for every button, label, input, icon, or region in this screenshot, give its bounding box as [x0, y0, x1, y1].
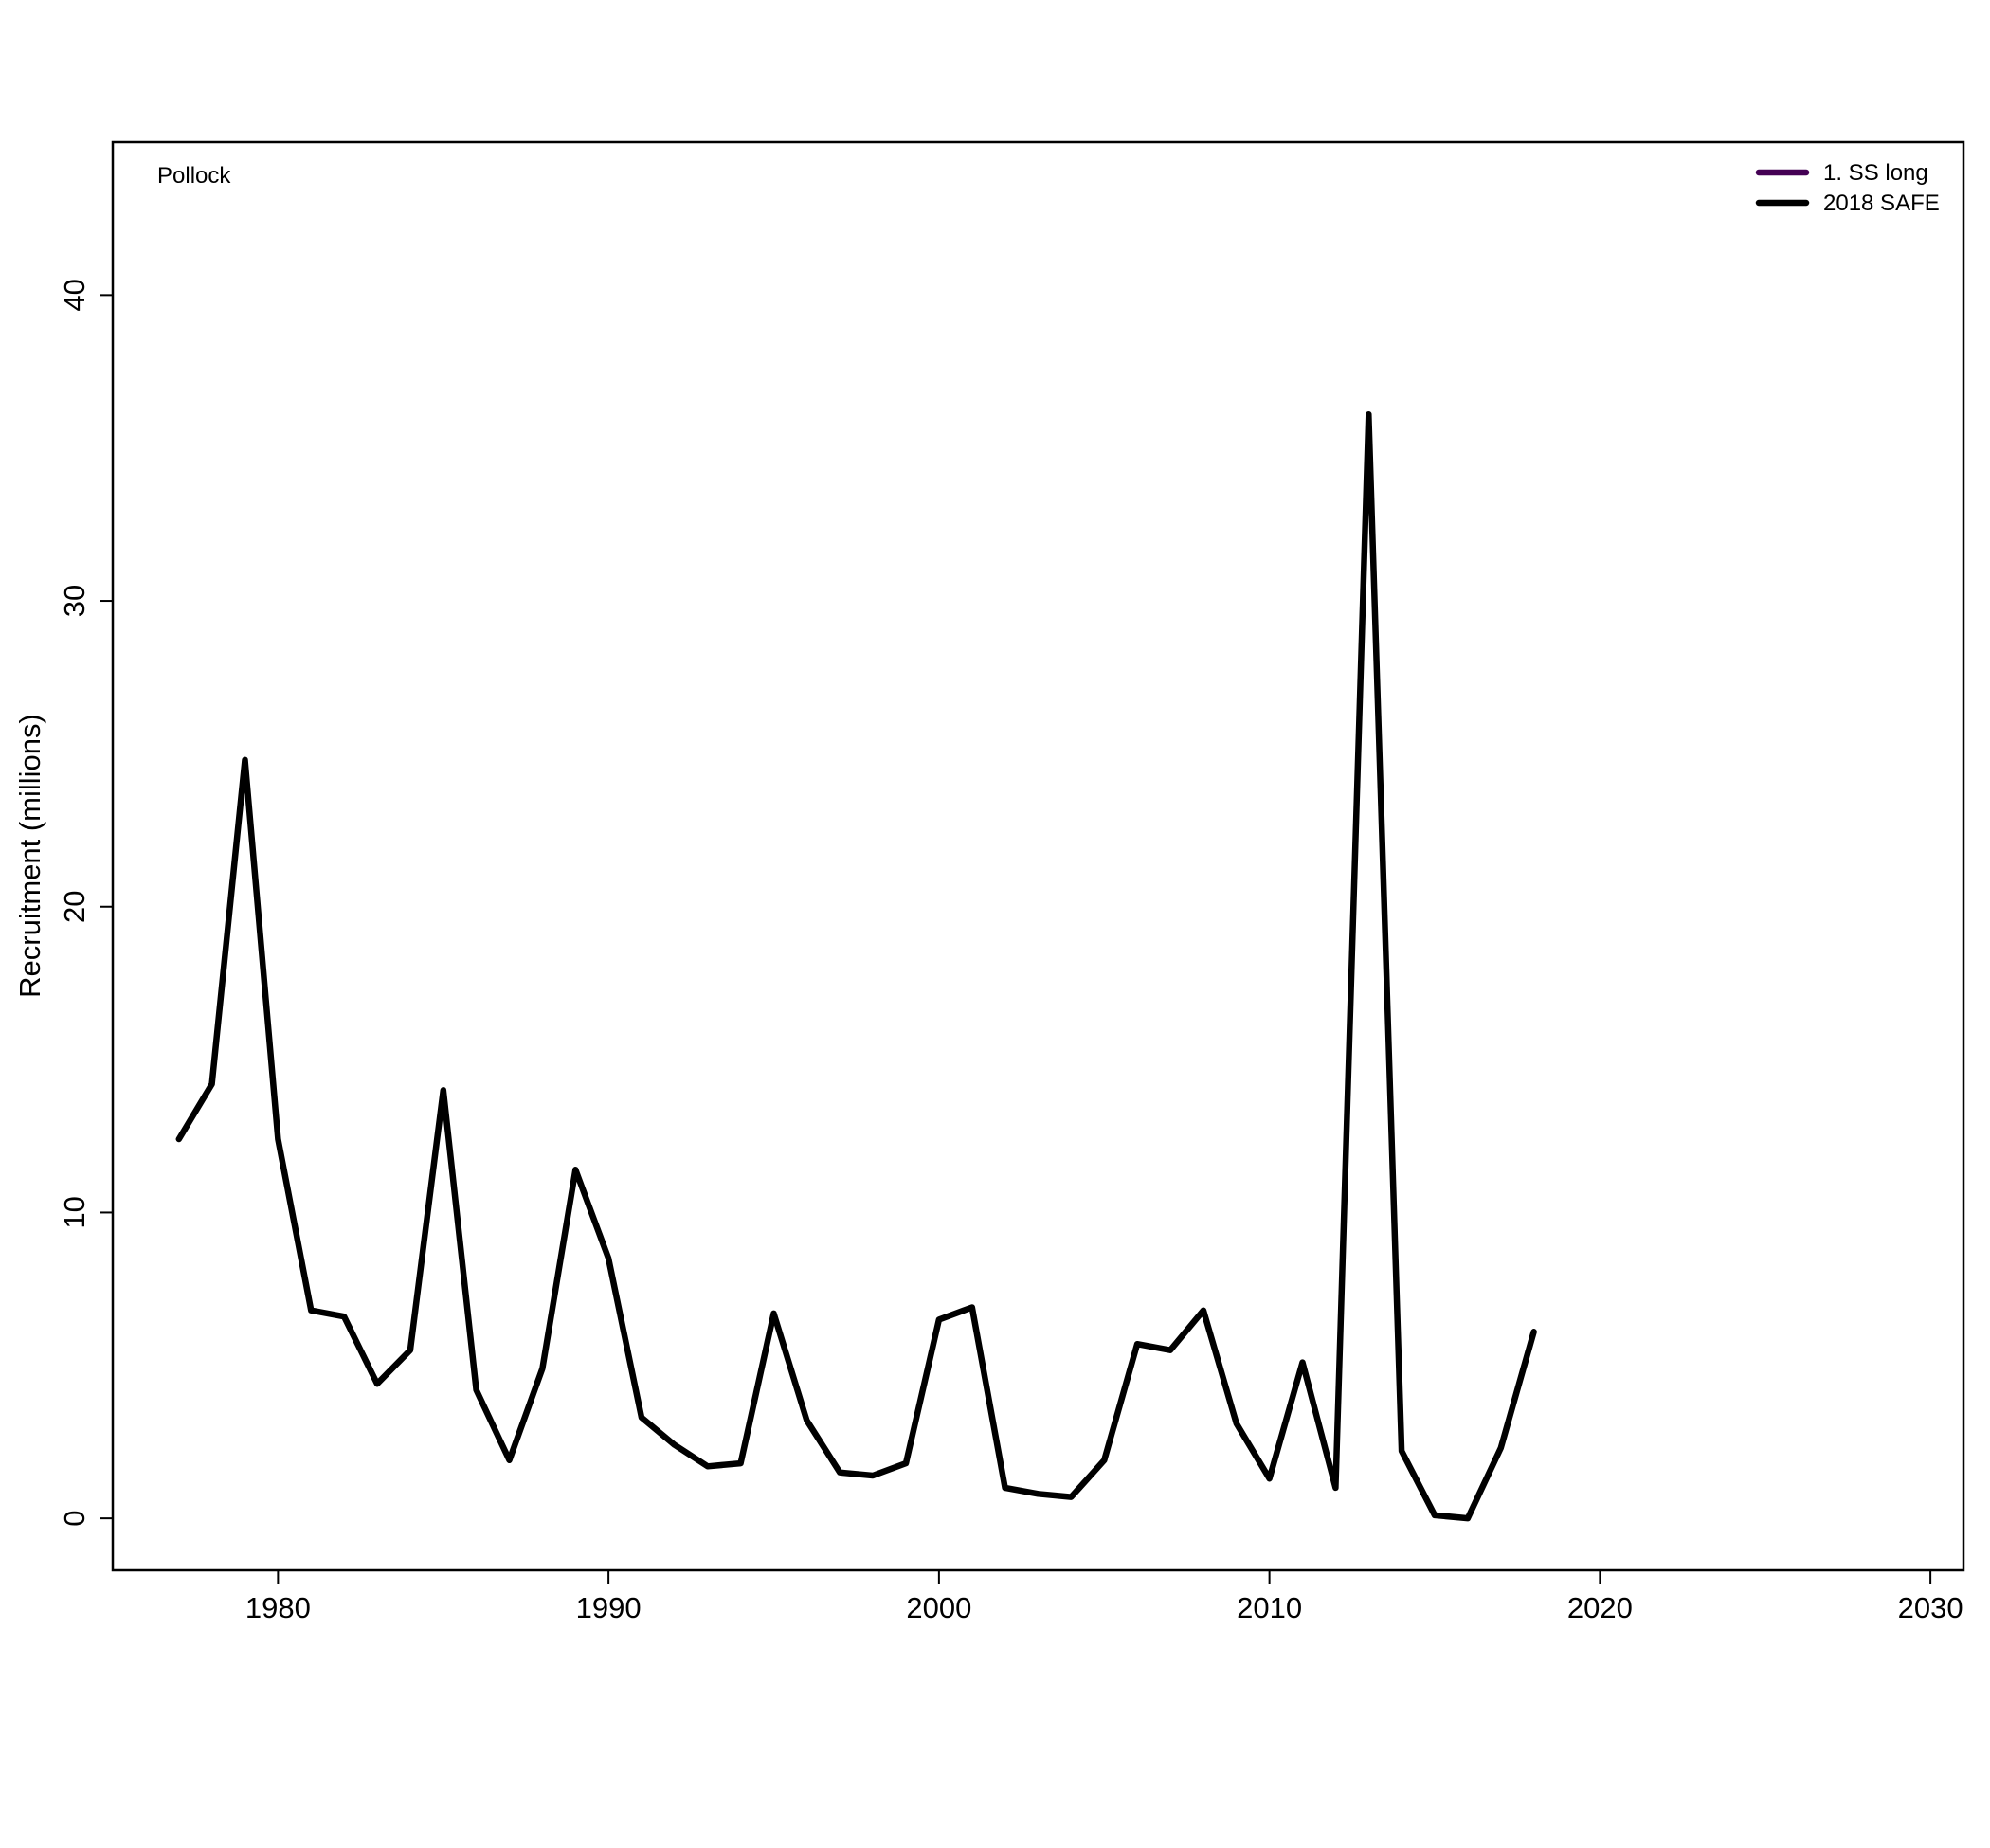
x-tick-label: 2010 [1237, 1591, 1302, 1624]
legend: 1. SS long 2018 SAFE [1755, 160, 1940, 216]
x-tick-label: 2000 [906, 1591, 971, 1624]
y-axis-label: Recruitment (millions) [13, 714, 46, 998]
y-tick-label: 10 [58, 1196, 91, 1228]
x-axis: 1980 1990 2000 2010 2020 2030 [245, 1569, 1963, 1624]
series-layer [175, 410, 1537, 1522]
x-tick-label: 1980 [245, 1591, 311, 1624]
y-tick-label: 20 [58, 891, 91, 923]
x-tick-label: 2020 [1567, 1591, 1633, 1624]
y-tick-label: 40 [58, 279, 91, 311]
y-tick-label: 0 [58, 1511, 91, 1527]
legend-label: 2018 SAFE [1823, 190, 1940, 216]
x-tick-label: 1990 [576, 1591, 642, 1624]
x-tick-label: 2030 [1898, 1591, 1963, 1624]
series-line-0 [175, 410, 1537, 1522]
panel-label: Pollock [157, 163, 231, 189]
plot-frame [111, 140, 1965, 1572]
y-tick-label: 30 [58, 585, 91, 617]
y-axis: 0 10 20 30 40 [58, 279, 114, 1527]
legend-label: 1. SS long [1823, 160, 1928, 186]
